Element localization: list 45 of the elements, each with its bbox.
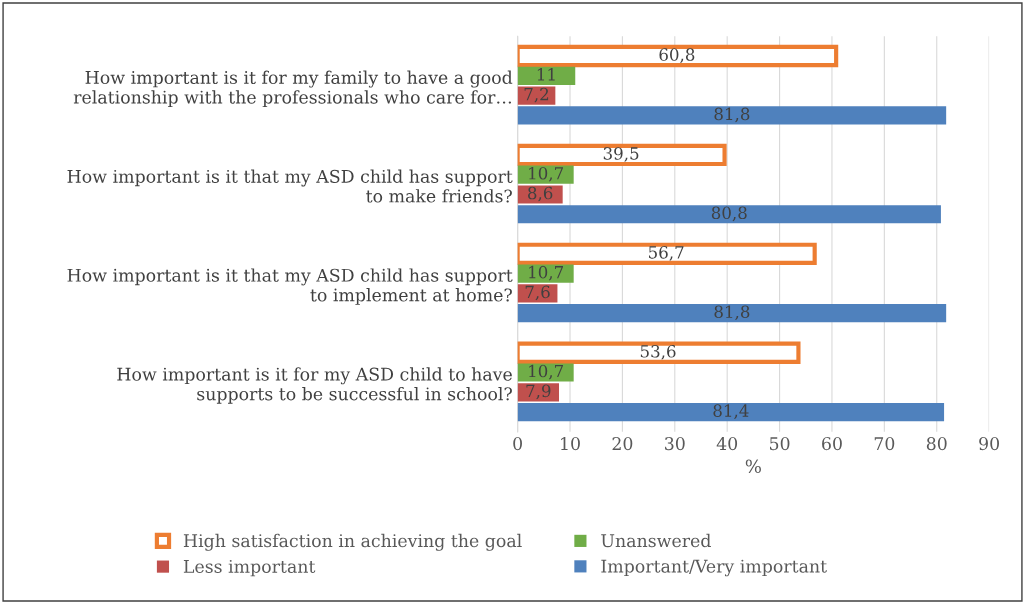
- bar: [517, 86, 556, 105]
- data-label: 39,5: [603, 147, 639, 162]
- data-label: 8,6: [528, 186, 553, 202]
- x-tick-label: 0: [513, 437, 522, 451]
- bar: [517, 185, 563, 204]
- bar: [517, 205, 941, 224]
- y-tick-label: How important is it for my ASD child to have supports to be successful in school?: [117, 367, 512, 404]
- x-tick-label: 90: [979, 437, 1000, 451]
- y-tick-label: How important is it for my family to have a good relationship with the professionals who care for…: [73, 70, 513, 108]
- data-label: 81,8: [714, 305, 750, 321]
- bar: [517, 66, 576, 85]
- y-tick-label: How important is it that my ASD child has support to make friends?: [67, 169, 513, 203]
- bar: [517, 106, 947, 125]
- data-label: 10,7: [529, 265, 563, 281]
- x-tick-label: 40: [716, 437, 738, 451]
- legend-label: Unanswered: [601, 533, 711, 548]
- data-label: 60,8: [659, 48, 695, 63]
- data-label: 10,7: [529, 166, 563, 182]
- data-label: 7,9: [526, 384, 551, 400]
- data-label: 80,8: [711, 206, 747, 222]
- bar: [517, 304, 947, 323]
- legend-label: High satisfaction in achieving the goal: [183, 533, 522, 551]
- data-label: 81,4: [713, 404, 749, 419]
- bar: [517, 264, 574, 283]
- x-tick-label: 50: [770, 437, 790, 451]
- legend-label: Important/Very important: [601, 559, 827, 577]
- x-axis-title: %: [745, 459, 761, 474]
- data-label: 81,8: [714, 107, 750, 123]
- data-label: 7,2: [524, 87, 549, 103]
- x-tick-label: 70: [874, 437, 895, 451]
- data-label: 10,7: [529, 364, 563, 380]
- x-tick-label: 10: [561, 437, 580, 451]
- y-tick-label: How important is it that my ASD child has support to implement at home?: [67, 268, 513, 305]
- data-label: 53,6: [640, 344, 676, 360]
- data-label: 56,7: [649, 246, 684, 261]
- bar: [517, 363, 574, 382]
- x-tick-label: 20: [612, 437, 633, 451]
- bar: [517, 165, 574, 184]
- data-label: 11: [537, 68, 555, 81]
- x-tick-label: 60: [822, 437, 842, 451]
- x-tick-label: 30: [665, 437, 685, 451]
- x-tick-label: 80: [926, 437, 947, 451]
- legend-label: Less important: [183, 559, 316, 577]
- bar: [517, 402, 945, 422]
- data-label: 7,6: [525, 285, 550, 301]
